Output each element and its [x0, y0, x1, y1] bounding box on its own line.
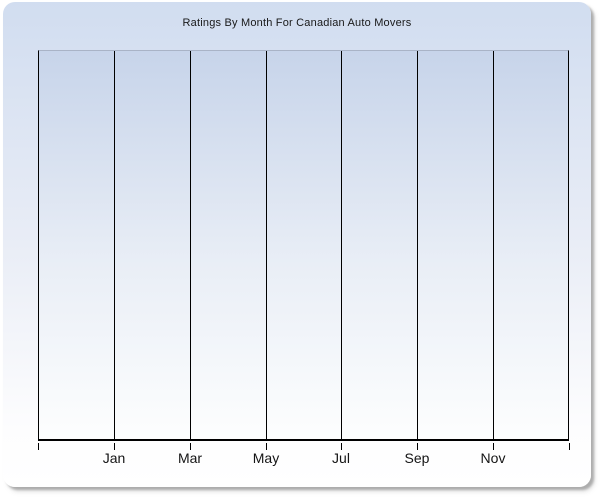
- x-axis-label: May: [252, 450, 280, 466]
- chart-card: Ratings By Month For Canadian Auto Mover…: [3, 2, 591, 487]
- vertical-gridline: [417, 51, 418, 439]
- x-axis-label: Sep: [404, 450, 430, 466]
- x-axis-label: Jan: [102, 450, 126, 466]
- chart-title: Ratings By Month For Canadian Auto Mover…: [182, 17, 412, 29]
- x-axis-label: Nov: [480, 450, 506, 466]
- vertical-gridline: [341, 51, 342, 439]
- vertical-gridline: [190, 51, 191, 439]
- x-axis-label: Jul: [332, 450, 350, 466]
- x-axis-tick: [190, 443, 191, 450]
- vertical-gridline: [266, 51, 267, 439]
- x-axis-tick: [38, 443, 39, 450]
- vertical-gridline: [493, 51, 494, 439]
- plot-area: [38, 50, 569, 441]
- x-axis-tick: [569, 443, 570, 450]
- x-axis-tick: [493, 443, 494, 450]
- x-axis-tick: [341, 443, 342, 450]
- x-axis-tick: [417, 443, 418, 450]
- vertical-gridline: [114, 51, 115, 439]
- x-axis-label: Mar: [177, 450, 203, 466]
- x-axis-tick: [266, 443, 267, 450]
- x-axis-tick: [114, 443, 115, 450]
